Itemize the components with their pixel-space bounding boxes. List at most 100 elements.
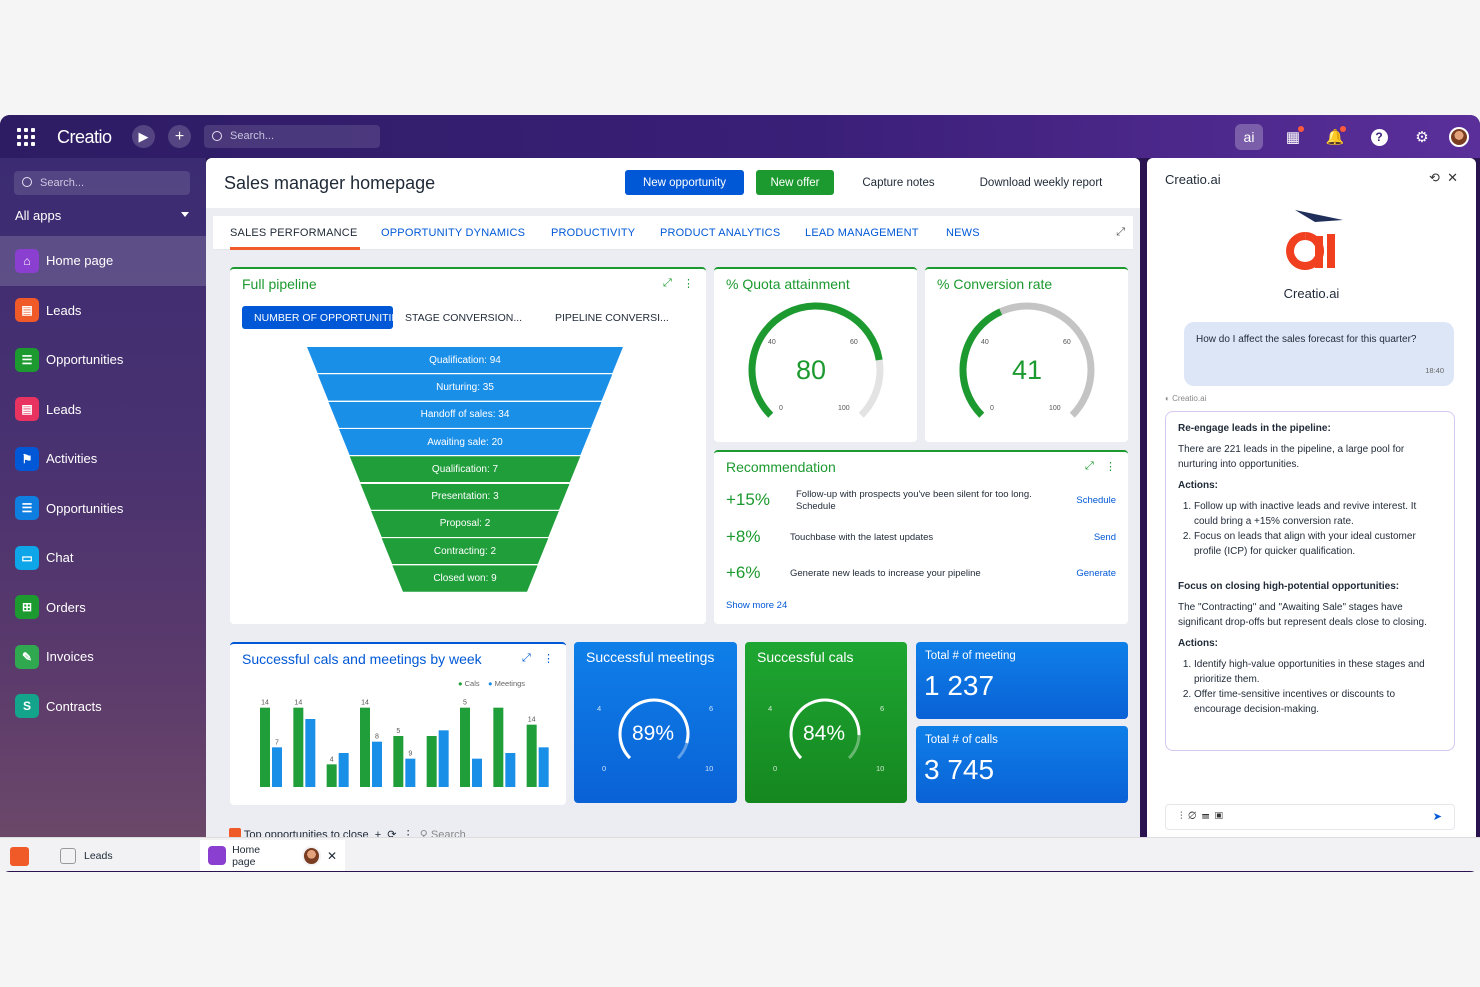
generate-link[interactable]: Generate [1076,568,1116,579]
app-launcher-icon[interactable] [17,128,35,146]
expand-icon[interactable]: ⤢ [1085,460,1094,472]
download-report-button[interactable]: Download weekly report [979,176,1103,189]
tab-sales-performance[interactable]: SALES PERFORMANCE [230,227,358,239]
funnel-stage[interactable]: Proposal: 2 [371,510,559,538]
sidebar-item-opportunities[interactable]: ☰ Opportunities [0,335,206,385]
mic-icon[interactable]: ⫶ [1180,811,1183,822]
subtab-pipeline-conversion[interactable]: PIPELINE CONVERSI... [555,311,669,324]
chart-bar[interactable] [293,707,304,787]
funnel-stage[interactable]: Nurturing: 35 [317,374,613,401]
more-icon[interactable]: ⋮ [399,829,414,841]
global-search-input[interactable]: Search... [204,125,380,148]
chart-bar[interactable] [472,758,482,787]
funnel-stage[interactable]: Closed won: 9 [392,565,538,592]
show-more-link[interactable]: Show more 24 [726,600,788,611]
expand-icon[interactable]: ⤢ [1116,226,1125,238]
more-icon[interactable]: ⋮ [1105,461,1116,473]
send-icon[interactable]: ➤ [1432,811,1442,823]
chart-bar[interactable] [272,747,282,787]
funnel-stage[interactable]: Contracting: 2 [381,538,549,565]
sidebar-item-contracts[interactable]: S Contracts [0,682,206,732]
chart-bar[interactable] [326,764,337,787]
tab-news[interactable]: NEWS [946,227,980,239]
close-icon[interactable]: ✕ [326,848,337,863]
attach-icon[interactable]: ⌀ [1188,811,1197,822]
ai-message-input[interactable]: ⫶ ⌀ ☰ ▣ ➤ [1165,804,1455,830]
sidebar-item-leads[interactable]: ▤ Leads [0,286,206,336]
bar-data-label: 5 [463,700,467,707]
play-icon[interactable]: ▶ [132,125,155,148]
list-icon[interactable]: ☰ [1201,811,1210,822]
refresh-icon[interactable]: ⟳ [384,829,397,841]
main-content: Sales manager homepage New opportunity N… [206,158,1140,841]
reply-paragraph: There are 221 leads in the pipeline, a l… [1178,444,1405,470]
new-offer-button[interactable]: New offer [756,170,834,195]
bell-icon[interactable]: 🔔 [1321,124,1349,150]
add-icon[interactable]: + [168,125,191,148]
chart-bar[interactable] [426,736,437,787]
user-avatar[interactable] [1445,124,1473,150]
tab-productivity[interactable]: PRODUCTIVITY [551,227,636,239]
bar-data-label: 9 [408,751,412,758]
sidebar-item-opportunities[interactable]: ☰ Opportunities [0,484,206,534]
expand-icon[interactable]: ⤢ [522,652,531,664]
chart-bar[interactable] [505,753,516,787]
more-icon[interactable]: ⋮ [543,653,554,665]
sidebar-item-orders[interactable]: ⊞ Orders [0,583,206,633]
subtab-number-of-opportunities[interactable]: NUMBER OF OPPORTUNITIES [242,306,393,329]
funnel-stage[interactable]: Handoff of sales: 34 [328,401,602,428]
creatio-logo[interactable]: Creatio [57,127,112,147]
sidebar-search-input[interactable]: Search... [14,171,190,195]
tab-product-analytics[interactable]: PRODUCT ANALYTICS [660,227,781,239]
schedule-link[interactable]: Schedule [1076,495,1116,506]
help-icon[interactable]: ? [1365,124,1393,150]
gauge-tick: 6 [880,704,885,713]
sidebar-item-label: Leads [46,401,82,417]
send-link[interactable]: Send [1093,532,1116,543]
chart-bar[interactable] [372,741,382,787]
funnel-stage[interactable]: Qualification: 94 [307,347,623,374]
chart-bar[interactable] [393,736,404,787]
gauge-tick: 40 [768,339,776,346]
sidebar-item-chat[interactable]: ▭ Chat [0,533,206,583]
quota-gauge [748,302,884,418]
chart-bar[interactable] [260,707,270,787]
capture-notes-button[interactable]: Capture notes [862,176,935,189]
creatio-launcher-icon[interactable] [10,844,29,868]
funnel-stage[interactable]: Presentation: 3 [360,483,570,510]
sidebar-item-activities[interactable]: ⚑ Activities [0,434,206,484]
taskbar-leads[interactable]: Leads [60,844,113,868]
chart-bar[interactable] [360,707,370,787]
expand-icon[interactable]: ⤢ [663,277,672,289]
funnel-stage[interactable]: Awaiting sale: 20 [339,428,591,456]
ai-button[interactable]: ai [1235,124,1263,150]
tab-opportunity-dynamics[interactable]: OPPORTUNITY DYNAMICS [381,227,526,239]
chart-bar[interactable] [405,758,416,787]
reply-paragraph: The "Contracting" and "Awaiting Sale" st… [1178,602,1427,628]
chart-bar[interactable] [305,719,316,787]
tab-lead-management[interactable]: LEAD MANAGEMENT [805,227,919,239]
new-opportunity-button[interactable]: New opportunity [625,170,744,195]
subtab-stage-conversion[interactable]: STAGE CONVERSION... [405,311,523,324]
sidebar-item-leads[interactable]: ▤ Leads [0,385,206,435]
conversion-gauge [959,302,1095,418]
add-icon[interactable]: + [371,829,382,841]
taskbar-home-page[interactable]: Home page ✕ [200,840,345,871]
chart-bar[interactable] [338,753,349,787]
funnel-stage[interactable]: Qualification: 7 [349,456,581,483]
chart-bar[interactable] [460,707,470,787]
chart-bar[interactable] [493,707,504,787]
sidebar-item-home-page[interactable]: ⌂ Home page [0,236,206,286]
template-icon[interactable]: ▣ [1214,811,1223,822]
close-icon[interactable]: ✕ [1447,170,1458,185]
all-apps-dropdown[interactable]: All apps [15,208,191,223]
reset-icon[interactable]: ⟲ [1428,170,1440,185]
apps-icon[interactable]: ▦ [1279,124,1307,150]
chart-bar[interactable] [526,724,537,787]
gear-icon[interactable]: ⚙ [1415,129,1429,146]
sidebar-item-invoices[interactable]: ✎ Invoices [0,632,206,682]
chart-bar[interactable] [538,747,549,787]
chart-bar[interactable] [438,730,449,787]
more-icon[interactable]: ⋮ [683,278,694,290]
search-icon[interactable]: ⚲ [416,829,428,841]
